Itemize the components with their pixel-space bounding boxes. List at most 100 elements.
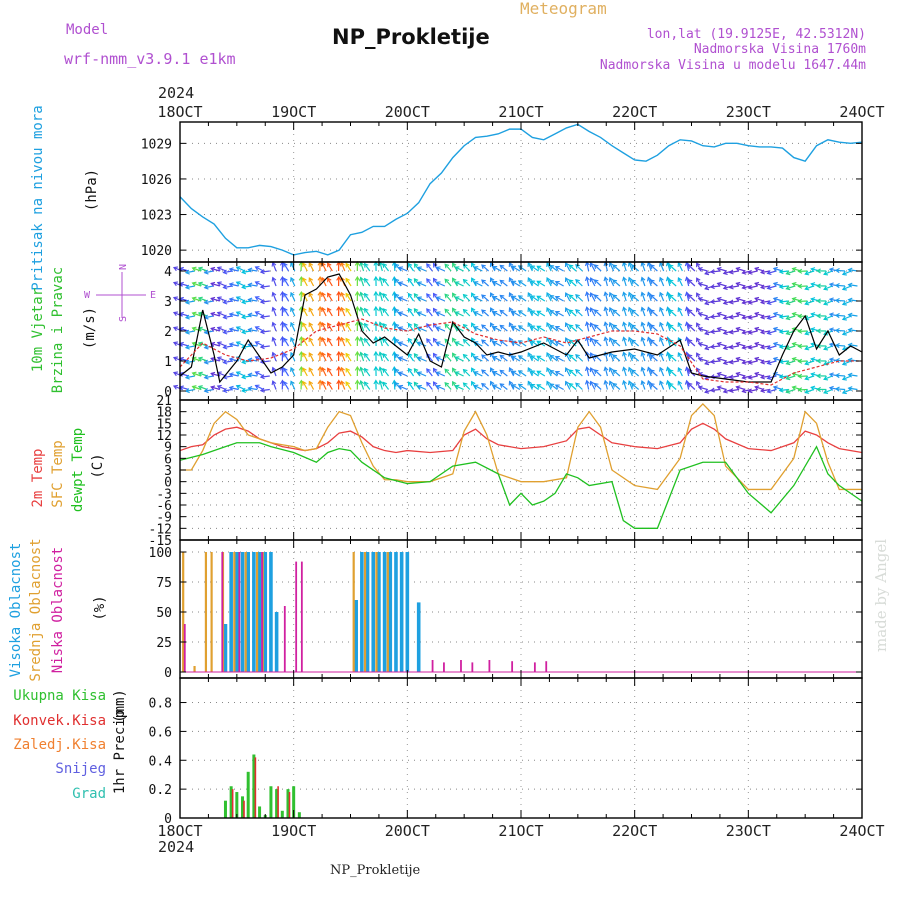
- cloud-bar: [275, 612, 279, 672]
- cloud-bar: [388, 552, 392, 672]
- x-tick-label-top: 24OCT: [839, 103, 884, 121]
- compass-north: N: [118, 264, 129, 270]
- model-label: Model: [66, 22, 108, 38]
- cloud-bar: [261, 552, 263, 672]
- model-name: wrf-nmm_v3.9.1 e1km: [64, 50, 236, 68]
- y-tick-label: 50: [156, 606, 172, 621]
- cloud-bar: [406, 552, 410, 672]
- cloud-bar: [364, 552, 366, 672]
- x-tick-label-top: 19OCT: [271, 103, 316, 121]
- precip-legend-item: Snijeg: [55, 761, 106, 777]
- precip-bar: [243, 801, 245, 818]
- y-tick-label: 0.6: [149, 725, 172, 740]
- cloud-bar: [371, 552, 375, 672]
- grid-layer: [180, 122, 862, 818]
- y-tick-label: 1020: [141, 244, 172, 259]
- cloud-bar: [284, 606, 286, 672]
- y-tick-label: 1: [164, 355, 172, 370]
- cloud-bar: [360, 552, 364, 672]
- compass-south: S: [118, 316, 129, 322]
- precip-bar: [281, 811, 284, 818]
- cloud-bar: [193, 666, 195, 672]
- cloud-bar: [235, 552, 239, 672]
- panel-frame-precip: [180, 678, 862, 818]
- cloud-bar: [263, 552, 267, 672]
- cloud-bar: [229, 552, 233, 672]
- panel-frame-cloud: [180, 540, 862, 678]
- x-tick-label-bottom: 18OCT: [157, 822, 202, 840]
- cloud-bar: [353, 552, 355, 672]
- y-tick-label: 4: [164, 265, 172, 280]
- y-tick-label: 1026: [141, 173, 172, 188]
- coords-label: lon,lat (19.9125E, 42.5312N): [647, 27, 866, 42]
- precip-bar: [232, 789, 234, 818]
- elevation-label: Nadmorska Visina 1760m: [694, 42, 866, 57]
- year-label-top: 2024: [158, 84, 194, 102]
- temp-unit: (C): [90, 453, 106, 478]
- cloud-bar: [301, 562, 303, 672]
- cloud-bar: [269, 552, 273, 672]
- cloud-bar: [489, 660, 491, 672]
- x-tick-label-bottom: 24OCT: [839, 822, 884, 840]
- pressure-axis-title: Pritisak na nivou mora: [30, 105, 46, 290]
- y-tick-label: 21: [156, 394, 172, 409]
- y-tick-label: 100: [149, 546, 172, 561]
- year-label-bottom: 2024: [158, 838, 194, 856]
- temp-axis-title-2: SFC Temp: [50, 440, 66, 507]
- temp-series-line: [180, 423, 862, 452]
- x-tick-label-top: 23OCT: [726, 103, 771, 121]
- compass-west: W: [84, 290, 91, 301]
- y-tick-label: 3: [164, 295, 172, 310]
- cloud-bar: [241, 552, 245, 672]
- cloud-axis-title-3: Niska Oblacnost: [50, 547, 66, 673]
- wind-unit: (m/s): [82, 307, 98, 349]
- footer-station-label: NP_Prokletije: [330, 863, 421, 878]
- precip-legend-item: Ukupna Kisa: [13, 688, 106, 704]
- cloud-bar: [221, 552, 223, 672]
- y-tick-label: 0.8: [149, 697, 172, 712]
- precip-legend-item: Grad: [72, 786, 106, 802]
- x-tick-label-bottom: 23OCT: [726, 822, 771, 840]
- temp-axis-title-3: dewpt Temp: [70, 428, 86, 512]
- cloud-bar: [258, 552, 262, 672]
- precip-bar: [224, 801, 227, 818]
- cloud-bar: [366, 552, 370, 672]
- y-tick-label: 75: [156, 576, 172, 591]
- pressure-unit: (hPa): [84, 169, 100, 211]
- cloud-bar: [471, 662, 473, 672]
- pressure-series-line: [180, 124, 862, 255]
- cloud-bar: [377, 552, 381, 672]
- chart-subtitle: Meteogram: [520, 0, 607, 18]
- y-tick-label: 0.2: [149, 783, 172, 798]
- cloud-bar: [256, 552, 258, 672]
- x-tick-label-bottom: 20OCT: [385, 822, 430, 840]
- x-tick-label-bottom: 22OCT: [612, 822, 657, 840]
- cloud-bar: [238, 552, 240, 672]
- credit-label: made by Angel: [872, 539, 890, 652]
- precip-bar: [289, 792, 291, 818]
- cloud-unit: (%): [92, 595, 108, 620]
- cloud-bar: [460, 660, 462, 672]
- x-tick-label-top: 22OCT: [612, 103, 657, 121]
- cloud-bar: [233, 552, 235, 672]
- precip-legend-item: Konvek.Kisa: [13, 713, 106, 729]
- cloud-axis-title-2: Srednja Oblacnost: [28, 538, 44, 681]
- x-tick-label-top: 20OCT: [385, 103, 430, 121]
- cloud-bar: [211, 552, 213, 672]
- precip-bar: [258, 806, 261, 818]
- cloud-axis-title: Visoka Oblacnost: [8, 543, 24, 678]
- precip-bar: [247, 772, 250, 818]
- model-elevation-label: Nadmorska Visina u modelu 1647.44m: [600, 58, 866, 73]
- y-tick-label: 2: [164, 325, 172, 340]
- x-tick-label-bottom: 21OCT: [498, 822, 543, 840]
- data-layer: [174, 124, 862, 818]
- cloud-bar: [245, 552, 247, 672]
- cloud-bar: [205, 552, 207, 672]
- x-tick-label-bottom: 19OCT: [271, 822, 316, 840]
- cloud-bar: [443, 662, 445, 672]
- precip-unit: (mm): [112, 689, 128, 723]
- cloud-bar: [295, 562, 297, 672]
